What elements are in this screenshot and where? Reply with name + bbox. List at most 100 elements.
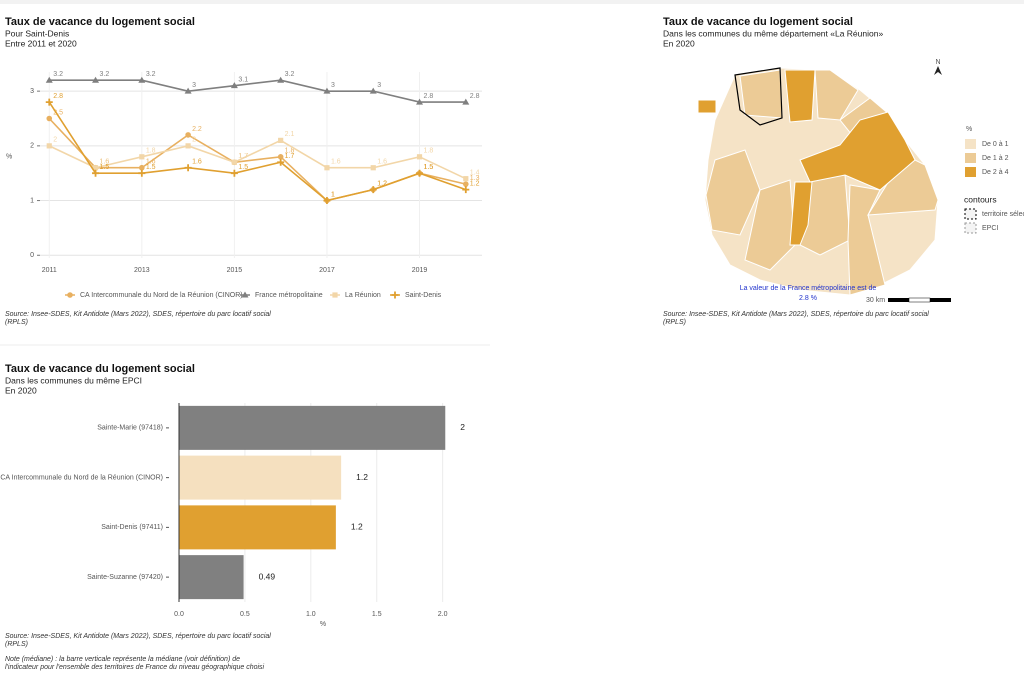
source: (RPLS) xyxy=(663,319,686,326)
data-label: 1.6 xyxy=(100,159,110,166)
commune xyxy=(739,69,783,119)
legend-title: contours xyxy=(964,194,997,204)
chart-title: Taux de vacance du logement social xyxy=(663,16,853,28)
legend-label: France métropolitaine xyxy=(255,292,323,299)
data-label: 1.7 xyxy=(238,153,248,160)
data-label: 3.1 xyxy=(238,77,248,84)
bar xyxy=(179,455,342,500)
commune xyxy=(799,111,916,191)
annotation: 2.8 % xyxy=(799,295,817,302)
point xyxy=(46,143,52,149)
x-tick-label: 1.0 xyxy=(306,611,316,618)
source: Source: Insee-SDES, Kit Antidote (Mars 2… xyxy=(663,311,929,318)
x-tick-label: 2015 xyxy=(227,267,243,274)
point xyxy=(92,165,99,171)
legend-label: CA Intercommunale du Nord de la Réunion … xyxy=(80,292,243,299)
data-label: 2.5 xyxy=(53,109,63,116)
bar xyxy=(179,505,336,550)
x-tick-label: 0.0 xyxy=(174,611,184,618)
data-label: 1.6 xyxy=(192,159,202,166)
commune xyxy=(789,181,813,246)
north-arrow: N xyxy=(935,59,940,66)
scale-bar xyxy=(930,298,951,302)
commune xyxy=(744,179,796,271)
legend-swatch xyxy=(964,208,977,220)
data-label: 1.2 xyxy=(351,522,363,532)
point xyxy=(45,76,53,83)
legend-label: De 1 à 2 xyxy=(982,155,1009,162)
point xyxy=(323,87,331,94)
series-line xyxy=(48,139,467,180)
legend-marker xyxy=(391,291,399,299)
data-label: 3 xyxy=(331,82,335,89)
data-label: 0.49 xyxy=(259,571,276,581)
source: (RPLS) xyxy=(5,319,28,326)
point xyxy=(184,87,192,94)
data-label: 1.3 xyxy=(470,175,480,182)
data-label: 1 xyxy=(331,191,335,198)
series-line xyxy=(48,117,466,202)
point xyxy=(416,98,424,105)
data-label: 2 xyxy=(192,137,196,144)
x-tick-label: 2013 xyxy=(134,267,150,274)
point xyxy=(185,143,191,149)
data-label: 2.2 xyxy=(192,126,202,133)
data-label: 1.4 xyxy=(470,170,480,177)
point xyxy=(185,132,191,138)
legend-marker xyxy=(332,292,338,298)
data-label: 2.8 xyxy=(53,93,63,100)
annotation: La valeur de la France métropolitaine es… xyxy=(740,285,877,292)
point xyxy=(138,169,146,177)
chart-subtitle: En 2020 xyxy=(5,385,37,395)
data-label: 1.5 xyxy=(424,164,434,171)
chart-subtitle: Dans les communes du même département «L… xyxy=(663,28,883,38)
data-label: 3.2 xyxy=(100,71,110,78)
data-label: 1.5 xyxy=(238,164,248,171)
x-axis-label: % xyxy=(320,621,326,628)
y-tick-label: 2 xyxy=(30,143,34,150)
data-label: 3 xyxy=(377,82,381,89)
point xyxy=(45,98,53,106)
point xyxy=(139,164,145,171)
point xyxy=(277,158,285,166)
data-label: 3.2 xyxy=(53,71,63,78)
chart-subtitle: Pour Saint-Denis xyxy=(5,28,69,38)
selected-contour xyxy=(734,67,783,126)
legend-label: De 2 à 4 xyxy=(982,169,1009,176)
point xyxy=(416,169,424,177)
legend-marker xyxy=(67,292,73,298)
y-tick-label: 0 xyxy=(30,252,34,259)
point xyxy=(278,137,284,143)
point xyxy=(462,98,470,105)
data-label: 3 xyxy=(192,82,196,89)
point xyxy=(416,154,423,160)
point xyxy=(463,176,469,182)
chart-subtitle: Dans les communes du même EPCI xyxy=(5,375,142,385)
legend-marker xyxy=(241,291,249,298)
source: Source: Insee-SDES, Kit Antidote (Mars 2… xyxy=(5,633,271,640)
data-label: 2.8 xyxy=(470,93,480,100)
point xyxy=(369,87,377,94)
data-label: 1.8 xyxy=(424,148,434,155)
y-tick-label: CA Intercommunale du Nord de la Réunion … xyxy=(0,474,163,481)
commune xyxy=(705,149,761,236)
x-tick-label: 2.0 xyxy=(438,611,448,618)
data-label: 1.8 xyxy=(146,148,156,155)
point xyxy=(370,165,376,171)
point xyxy=(46,115,53,122)
bar xyxy=(179,405,446,450)
point xyxy=(92,76,100,83)
data-label: 1.2 xyxy=(470,180,480,187)
data-label: 1.5 xyxy=(424,164,434,171)
legend-label: De 0 à 1 xyxy=(982,141,1009,148)
data-label: 1.2 xyxy=(356,472,368,482)
point xyxy=(369,186,377,194)
top-bar xyxy=(0,0,1024,4)
data-label: 1.5 xyxy=(146,164,156,171)
data-label: 3.2 xyxy=(146,71,156,78)
data-label: 1.6 xyxy=(100,159,110,166)
data-label: 1.6 xyxy=(377,159,387,166)
legend-swatch xyxy=(965,153,976,163)
